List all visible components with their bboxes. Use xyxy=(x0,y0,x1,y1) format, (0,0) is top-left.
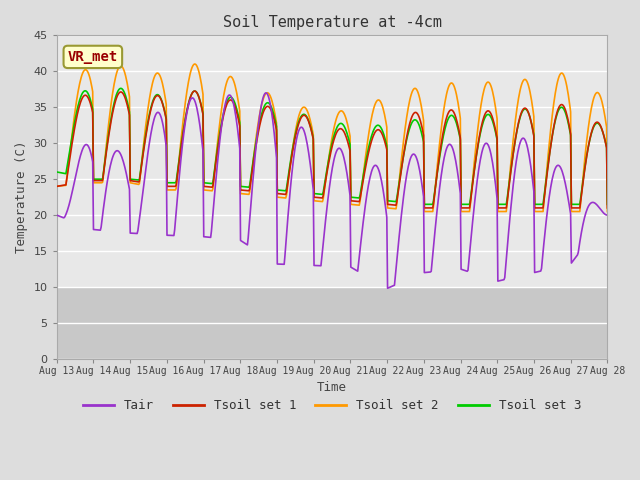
Bar xyxy=(57,287,607,359)
Text: VR_met: VR_met xyxy=(68,50,118,64)
X-axis label: Time: Time xyxy=(317,382,347,395)
Title: Soil Temperature at -4cm: Soil Temperature at -4cm xyxy=(223,15,442,30)
Bar xyxy=(57,36,607,287)
Y-axis label: Temperature (C): Temperature (C) xyxy=(15,141,28,253)
Legend: Tair, Tsoil set 1, Tsoil set 2, Tsoil set 3: Tair, Tsoil set 1, Tsoil set 2, Tsoil se… xyxy=(77,395,586,418)
